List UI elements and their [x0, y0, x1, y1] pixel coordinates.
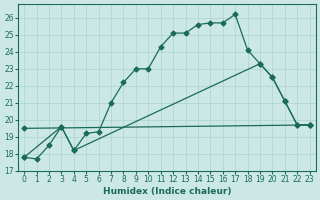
X-axis label: Humidex (Indice chaleur): Humidex (Indice chaleur) — [103, 187, 231, 196]
